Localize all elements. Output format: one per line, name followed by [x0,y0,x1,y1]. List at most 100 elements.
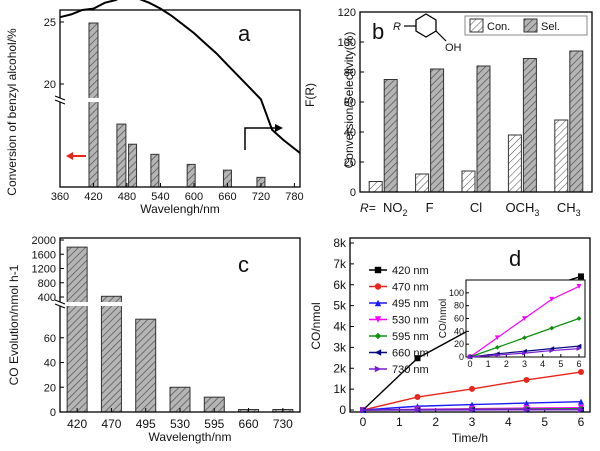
panel-d-inset-ytick-label: 0 [459,352,464,362]
panel-a-xtick-label: 780 [285,191,303,203]
panel-b-label: b [372,19,384,44]
panel-d-series-marker [578,369,584,376]
panel-d-legend-marker [374,365,382,373]
panel-d-inset-ytick-label: 80 [454,301,464,311]
panel-d-legend-label: 595 nm [392,331,429,343]
panel-d-series-marker [414,406,421,413]
panel-c-frame [59,237,301,413]
panel-b-bar-sel [522,58,537,193]
panel-b-ylabel: Conversion/Selectivity(%) [342,32,356,169]
panel-d-inset-xtick-label: 1 [486,359,491,369]
panel-b-bar-con [368,181,383,193]
panel-c-xtick-label: 495 [136,417,156,431]
panel-d-ytick-label: 5k [333,299,347,313]
panel-d-legend-label: 470 nm [392,282,429,294]
panel-c-xtick-label: 530 [170,417,190,431]
panel-d-inset-xtick-label: 4 [540,359,545,369]
panel-d-inset-marker [576,343,582,349]
panel-a-xtick-label: 420 [84,191,102,203]
panel-a-xtick-label: 540 [151,191,169,203]
panel-c-ylabel: CO Evolution/nmol h-1 [7,264,21,385]
panel-c-xtick-label: 730 [273,417,293,431]
panel-a-bar [88,22,99,188]
panel-a-absorbance-curve [59,0,301,154]
panel-b-category-label: CH3 [557,200,581,218]
panel-b-bar-con [461,170,476,193]
panel-d-inset-marker [576,316,582,321]
panel-d-xtick-label: 1 [396,415,403,429]
panel-b-ytick-label: 0 [350,187,356,199]
panel-c-axis-gap [57,302,63,306]
panel-d-legend-marker [374,349,382,356]
panel-a-bar [116,123,127,188]
panel-b-ytick-label: 100 [338,37,356,49]
panel-a-xtick-label: 480 [118,191,136,203]
panel-d-legend-label: 495 nm [392,298,429,310]
left-axis-arrow [66,152,86,160]
panel-d-inset-marker [494,344,500,350]
panel-b-bar-sel [430,68,445,193]
panel-d-series-marker [523,406,530,413]
panel-d-label: d [509,246,521,271]
panel-a-right-axis-label: F(R) [303,83,317,107]
panel-d-inset-marker [494,352,500,358]
panel-d-inset-marker [576,284,582,289]
panel-b-bar-sel [383,79,398,193]
panel-d-inset-xtick-label: 2 [504,359,509,369]
panel-d-legend-marker [374,283,382,290]
panel-c-ytick-label: 800 [38,278,56,290]
panel-c-ytick-label: 400 [38,292,56,304]
panel-b: NO2 F Cl OCH3 CH3 0 20 40 60 80 100 120 b Conversio… [338,7,593,218]
panel-a-axis-break [55,98,115,102]
panel-d-inset-marker [549,348,555,353]
panel-d-inset-xtick-label: 5 [558,359,563,369]
panel-c-xtick-label: 595 [204,417,224,431]
panel-d-inset-ylabel: CO/nmol [438,299,449,338]
panel-b-structure: R OH [393,13,462,54]
panel-d-ytick-label: 6k [333,278,347,292]
panel-a: 360 420 480 540 600 660 720 780 20 25 a Conversio… [5,0,317,216]
panel-d-inset-ytick-label: 20 [454,339,464,349]
panel-b-legend: Con. Sel. [464,15,588,36]
panel-d-xtick-label: 5 [541,415,548,429]
panel-c-xtick-label: 470 [101,417,121,431]
panel-d-ytick-label: 3k [333,340,347,354]
panel-b-ytick-label: 20 [344,157,356,169]
panel-d-ylabel: CO/nmol [309,302,323,349]
panel-c-bar [100,295,122,413]
legend-swatch-sel [523,18,538,33]
panel-b-structure-r: R [393,21,401,33]
panel-d-ytick-label: 0 [339,403,346,417]
panel-b-category-label: F [426,200,434,215]
panel-d-inset-xtick-label: 3 [522,359,527,369]
panel-b-bar-sel [569,50,584,193]
panel-c-break-mark [54,299,66,305]
panel-b-axes: NO2 F Cl OCH3 CH3 0 20 40 60 80 100 120 [338,7,593,218]
panel-d-legend-marker [374,266,382,274]
panel-d-xtick-label: 2 [432,415,439,429]
panel-c-xtick-label: 660 [239,417,259,431]
legend-label-con: Con. [487,21,510,33]
panel-b-ytick-label: 80 [344,67,356,79]
panel-b-category-prefix: R= [360,201,376,215]
panel-d-ytick-label: 7k [333,257,347,271]
panel-d-inset-marker [522,316,527,321]
panel-d-inset-marker [549,296,555,302]
right-axis-arrow [244,124,283,150]
panel-d-legend-label: 660 nm [392,348,429,360]
panel-c-ytick-label: 60 [44,333,56,345]
panel-c-bar [66,246,88,413]
panel-d-series-marker [578,398,584,405]
panel-d-inset-marker [549,325,555,331]
panel-a-ytick-label: 20 [44,79,56,91]
panel-d-inset-marker [494,335,500,341]
panel-c-bars [66,246,294,413]
panel-d-xtick-label: 3 [469,415,476,429]
panel-b-bar-con [507,134,522,193]
panel-c-xtick-label: 420 [67,417,87,431]
panel-a-xtick-label: 600 [185,191,203,203]
panel-c-axis-break [55,302,175,306]
panel-b-ytick-label: 120 [338,7,356,19]
panel-d-legend-marker [374,316,382,323]
panel-d-xlabel: Time/h [452,431,488,445]
